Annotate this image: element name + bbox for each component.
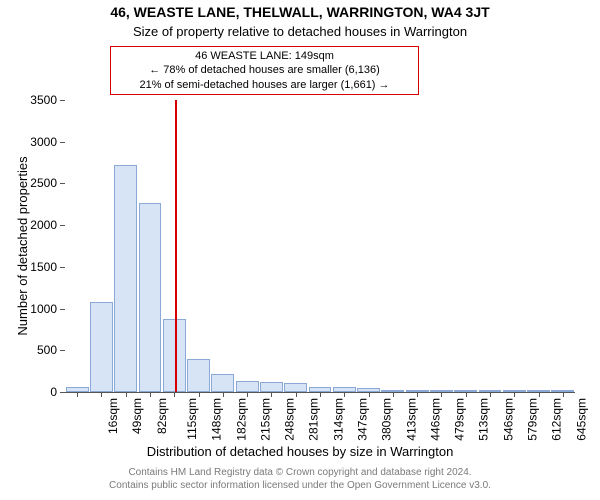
xtick-label: 380sqm [380, 398, 394, 441]
bar [187, 359, 210, 392]
bar [236, 381, 259, 392]
footer: Contains HM Land Registry data © Crown c… [0, 466, 600, 492]
xtick-mark [417, 392, 418, 397]
footer-line1: Contains HM Land Registry data © Crown c… [0, 466, 600, 479]
xtick-mark [247, 392, 248, 397]
xtick-label: 645sqm [574, 398, 588, 441]
infobox-line1: 46 WEASTE LANE: 149sqm [117, 49, 412, 63]
ytick-label: 2500 [30, 176, 65, 190]
xtick-label: 49sqm [130, 398, 144, 434]
xtick-label: 546sqm [501, 398, 515, 441]
xtick-label: 82sqm [155, 398, 169, 434]
xtick-mark [223, 392, 224, 397]
xtick-label: 314sqm [331, 398, 345, 441]
xtick-mark [514, 392, 515, 397]
xtick-label: 513sqm [477, 398, 491, 441]
ytick-label: 500 [37, 343, 65, 357]
plot-area: 050010001500200025003000350016sqm49sqm82… [65, 100, 575, 393]
ytick-label: 3500 [30, 93, 65, 107]
bar [90, 302, 113, 392]
xtick-label: 413sqm [404, 398, 418, 441]
xtick-mark [441, 392, 442, 397]
property-marker-line [175, 100, 177, 392]
xtick-mark [199, 392, 200, 397]
bar [260, 382, 283, 392]
ytick-label: 2000 [30, 218, 65, 232]
xtick-mark [563, 392, 564, 397]
xtick-mark [490, 392, 491, 397]
xtick-label: 148sqm [210, 398, 224, 441]
xtick-mark [393, 392, 394, 397]
xtick-label: 215sqm [259, 398, 273, 441]
xtick-mark [344, 392, 345, 397]
xtick-mark [77, 392, 78, 397]
bar [139, 203, 162, 392]
xtick-label: 446sqm [429, 398, 443, 441]
xtick-mark [126, 392, 127, 397]
xtick-label: 579sqm [526, 398, 540, 441]
footer-line2: Contains public sector information licen… [0, 479, 600, 492]
bar [284, 383, 307, 392]
chart-subtitle: Size of property relative to detached ho… [0, 24, 600, 39]
xtick-mark [271, 392, 272, 397]
xtick-label: 248sqm [283, 398, 297, 441]
ytick-label: 0 [50, 385, 65, 399]
xtick-mark [539, 392, 540, 397]
xtick-mark [466, 392, 467, 397]
xtick-label: 479sqm [453, 398, 467, 441]
xtick-label: 16sqm [106, 398, 120, 434]
xtick-label: 281sqm [307, 398, 321, 441]
xtick-mark [369, 392, 370, 397]
xtick-label: 347sqm [356, 398, 370, 441]
x-axis-label: Distribution of detached houses by size … [0, 444, 600, 459]
ytick-label: 1500 [30, 260, 65, 274]
xtick-mark [296, 392, 297, 397]
xtick-label: 612sqm [550, 398, 564, 441]
chart-title: 46, WEASTE LANE, THELWALL, WARRINGTON, W… [0, 4, 600, 20]
bar [114, 165, 137, 392]
xtick-mark [101, 392, 102, 397]
xtick-mark [320, 392, 321, 397]
xtick-mark [150, 392, 151, 397]
ytick-label: 1000 [30, 302, 65, 316]
infobox-line3: 21% of semi-detached houses are larger (… [117, 78, 412, 92]
y-axis-label: Number of detached properties [15, 100, 30, 392]
xtick-label: 115sqm [185, 398, 199, 440]
xtick-mark [174, 392, 175, 397]
property-infobox: 46 WEASTE LANE: 149sqm← 78% of detached … [110, 46, 419, 95]
xtick-label: 182sqm [234, 398, 248, 441]
bar [211, 374, 234, 392]
infobox-line2: ← 78% of detached houses are smaller (6,… [117, 63, 412, 77]
ytick-label: 3000 [30, 135, 65, 149]
